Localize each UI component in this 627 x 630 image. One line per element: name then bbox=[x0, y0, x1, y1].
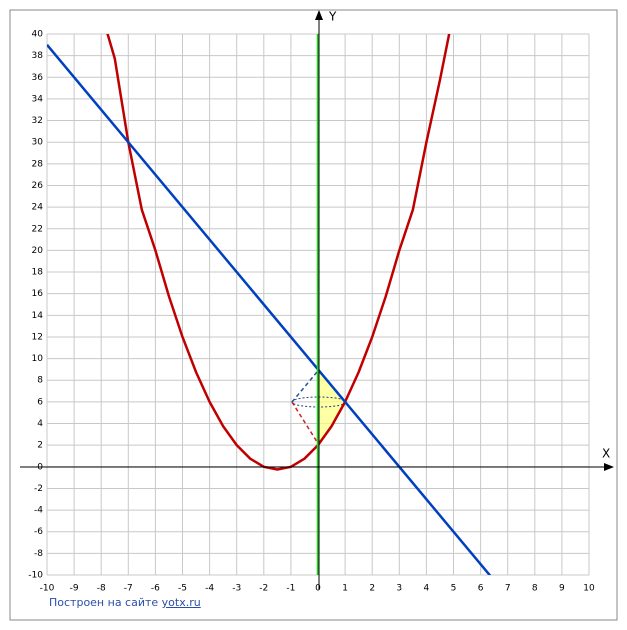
y-tick-label: 38 bbox=[32, 51, 44, 61]
y-tick-label: 0 bbox=[37, 462, 43, 472]
x-tick-label: 5 bbox=[451, 584, 457, 594]
y-axis-label: Y bbox=[328, 10, 337, 24]
plot-area bbox=[47, 34, 492, 575]
y-tick-label: 18 bbox=[32, 268, 44, 278]
y-tick-label: 14 bbox=[32, 311, 44, 321]
curve bbox=[47, 44, 492, 575]
y-tick-label: 36 bbox=[32, 73, 44, 83]
y-tick-label: 40 bbox=[32, 30, 44, 40]
y-tick-label: 32 bbox=[32, 116, 43, 126]
y-tick-label: 28 bbox=[32, 159, 44, 169]
x-tick-label: 8 bbox=[532, 584, 538, 594]
x-tick-label: 3 bbox=[396, 584, 402, 594]
y-arrow bbox=[315, 10, 323, 20]
x-tick-label: 2 bbox=[369, 584, 375, 594]
x-tick-label: -4 bbox=[205, 584, 214, 594]
y-tick-label: 30 bbox=[32, 138, 44, 148]
footer: Построен на сайте yotx.ru bbox=[49, 596, 201, 609]
x-tick-label: 4 bbox=[424, 584, 430, 594]
x-tick-label: -10 bbox=[40, 584, 55, 594]
y-tick-label: 16 bbox=[32, 289, 44, 299]
axes: X Y -10 -9 -8 -7 -6 -5 -4 -3 -2 -1 0 1 2 3 4 5 6 7 8 9 10-10… bbox=[20, 10, 614, 594]
y-tick-label: 8 bbox=[37, 376, 43, 386]
y-tick-label: 12 bbox=[32, 332, 43, 342]
y-tick-label: 22 bbox=[32, 224, 43, 234]
y-tick-label: -6 bbox=[34, 527, 43, 537]
x-tick-label: 0 bbox=[315, 584, 321, 594]
y-tick-label: 10 bbox=[32, 354, 44, 364]
dashed-edge bbox=[291, 401, 320, 446]
x-tick-label: -1 bbox=[286, 584, 295, 594]
y-tick-label: 2 bbox=[37, 441, 43, 451]
y-tick-label: 26 bbox=[32, 181, 44, 191]
footer-link[interactable]: yotx.ru bbox=[161, 596, 201, 609]
footer-text: Построен на сайте bbox=[49, 596, 159, 609]
shaded-region bbox=[319, 369, 346, 445]
dashed-edge bbox=[291, 369, 320, 403]
y-tick-label: -8 bbox=[34, 549, 43, 559]
x-tick-label: -6 bbox=[151, 584, 160, 594]
y-tick-label: 4 bbox=[37, 419, 43, 429]
y-tick-label: 6 bbox=[37, 397, 43, 407]
y-tick-label: -10 bbox=[28, 571, 43, 581]
x-tick-label: 7 bbox=[505, 584, 511, 594]
y-tick-label: 20 bbox=[32, 246, 44, 256]
x-tick-label: 9 bbox=[559, 584, 565, 594]
x-tick-label: -3 bbox=[232, 584, 241, 594]
curve bbox=[106, 34, 451, 471]
x-tick-label: -5 bbox=[178, 584, 187, 594]
x-arrow bbox=[604, 463, 614, 471]
y-tick-label: -4 bbox=[34, 506, 43, 516]
x-tick-label: 1 bbox=[342, 584, 348, 594]
y-tick-label: 24 bbox=[32, 203, 44, 213]
x-tick-label: -8 bbox=[97, 584, 106, 594]
x-tick-label: -9 bbox=[70, 584, 79, 594]
x-axis-label: X bbox=[602, 447, 610, 461]
x-tick-label: -7 bbox=[124, 584, 133, 594]
y-tick-label: 34 bbox=[32, 94, 44, 104]
frame bbox=[9, 9, 618, 621]
y-tick-label: -2 bbox=[34, 484, 43, 494]
x-tick-label: -2 bbox=[259, 584, 268, 594]
x-tick-label: 10 bbox=[583, 584, 595, 594]
x-tick-label: 6 bbox=[478, 584, 484, 594]
